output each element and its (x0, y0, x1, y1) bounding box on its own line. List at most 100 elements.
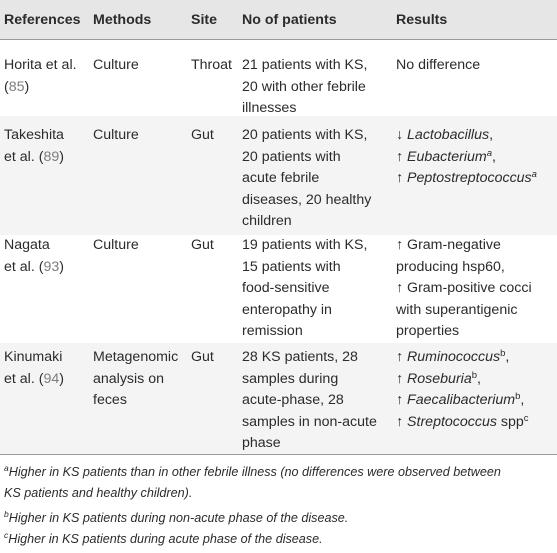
results-cell: ↑ Gram-negative producing hsp60, ↑ Gram-… (396, 235, 532, 343)
patients-line: phase (242, 435, 281, 451)
reference-cell: Horita et al. (85) (4, 57, 77, 95)
patients-line: 19 patients with KS, (242, 237, 368, 253)
site-text: Throat (191, 57, 233, 73)
patients-line: acute-phase, 28 (242, 392, 344, 408)
header-results: Results (396, 12, 448, 28)
result-line: ↑ Gram-negative (396, 237, 501, 253)
method-cell: Culture (93, 235, 139, 257)
arrow-up-icon: ↑ (396, 392, 404, 408)
taxon-name: Peptostreptococcus (407, 170, 532, 186)
method-cell: Culture (93, 55, 139, 77)
taxon-name: Roseburia (407, 370, 472, 387)
author-text: Takeshita (4, 127, 64, 143)
footnote-marker: b (471, 369, 478, 381)
results-cell: ↓ Lactobacillus, ↑ Eubacteriuma, ↑ Pepto… (396, 125, 537, 190)
patients-cell: 21 patients with KS, 20 with other febri… (242, 55, 367, 120)
site-cell: Gut (191, 235, 214, 257)
result-line: No difference (396, 57, 481, 73)
result-tail: spp (496, 413, 524, 430)
citation-link[interactable]: 85 (8, 78, 25, 95)
citation-link[interactable]: 89 (43, 148, 60, 165)
reference-cell: Takeshita et al. (89) (4, 127, 64, 165)
result-line: producing hsp60, (396, 258, 505, 275)
footnote-c: cHigher in KS patients during acute phas… (4, 529, 554, 550)
reference-cell: Nagata et al. (93) (4, 237, 64, 275)
header-site: Site (191, 12, 218, 28)
taxon-name: Ruminococcus (407, 349, 501, 365)
table-bottom-rule (0, 454, 557, 455)
result-line: ↑ Peptostreptococcusa (396, 168, 537, 190)
patients-line: 20 patients with (242, 148, 341, 165)
patients-line: acute febrile (242, 170, 320, 186)
arrow-up-icon: ↑ (396, 170, 404, 186)
site-text: Gut (191, 127, 214, 143)
reference-cell: Kinumaki et al. (94) (4, 349, 64, 387)
method-text: Culture (93, 57, 139, 73)
footnote-marker: b (515, 391, 521, 402)
method-text: Culture (93, 127, 139, 143)
footnote-text: Higher in KS patients during non-acute p… (8, 511, 349, 525)
result-tail: , (477, 370, 481, 387)
author-text: Kinumaki (4, 349, 63, 365)
footnote-b: bHigher in KS patients during non-acute … (4, 508, 554, 529)
site-cell: Throat (191, 55, 232, 77)
patients-line: 21 patients with KS, (242, 57, 368, 73)
arrow-up-icon: ↑ (396, 413, 404, 430)
footnote-marker: a (4, 463, 9, 473)
header-references: References (4, 12, 81, 28)
patients-cell: 19 patients with KS, 15 patients with fo… (242, 235, 367, 343)
result-line: with superantigenic (396, 301, 518, 318)
method-cell: Culture (93, 125, 139, 147)
header-patients: No of patients (242, 12, 337, 28)
site-text: Gut (191, 349, 214, 365)
patients-line: 20 with other febrile (242, 78, 366, 95)
result-tail: , (489, 127, 494, 143)
arrow-down-icon: ↓ (396, 127, 404, 143)
method-cell: Metagenomic analysis on feces (93, 347, 178, 412)
author-text: Nagata (4, 237, 50, 253)
result-line: ↑ Ruminococcusb, (396, 347, 529, 369)
patients-line: food-sensitive (242, 280, 330, 296)
taxon-name: Lactobacillus (407, 127, 490, 143)
patients-line: illnesses (242, 100, 297, 116)
taxon-name: Eubacterium (407, 148, 487, 165)
footnote-marker: c (4, 530, 9, 540)
site-cell: Gut (191, 347, 214, 369)
author-text: Horita et al. (4, 57, 77, 73)
patients-line: 20 patients with KS, (242, 127, 368, 143)
patients-line: enteropathy in (242, 301, 332, 318)
author-text: et al. (4, 258, 35, 275)
patients-line: 15 patients with (242, 258, 341, 275)
footnote-text: KS patients and healthy children). (4, 486, 193, 500)
footnote-text: Higher in KS patients during acute phase… (8, 532, 323, 546)
footnote-a: aHigher in KS patients than in other feb… (4, 462, 554, 504)
result-line: properties (396, 323, 460, 339)
result-line: ↓ Lactobacillus, (396, 125, 537, 147)
patients-line: diseases, 20 healthy (242, 191, 372, 208)
table-row: Kinumaki et al. (94) Metagenomic analysi… (0, 343, 557, 454)
table-row: Nagata et al. (93) Culture Gut 19 patien… (0, 235, 557, 343)
taxon-name: Faecalibacterium (407, 392, 516, 408)
patients-cell: 20 patients with KS, 20 patients with ac… (242, 125, 371, 233)
patients-line: children (242, 213, 292, 229)
site-text: Gut (191, 237, 214, 253)
taxon-name: Streptococcus (407, 413, 497, 430)
patients-line: samples in non-acute (242, 413, 377, 430)
patients-line: samples during (242, 370, 339, 387)
footnote-text: Higher in KS patients than in other febr… (8, 465, 501, 479)
method-text: analysis on (93, 370, 164, 387)
footnote-marker: c (523, 412, 529, 424)
patients-line: 28 KS patients, 28 (242, 349, 358, 365)
result-tail: , (492, 148, 496, 165)
results-cell: No difference (396, 55, 480, 77)
patients-cell: 28 KS patients, 28 samples during acute-… (242, 347, 377, 455)
result-line: ↑ Streptococcus sppc (396, 412, 529, 434)
footnote-marker: b (4, 509, 9, 519)
result-line: ↑ Roseburiab, (396, 369, 529, 391)
citation-link[interactable]: 93 (43, 258, 60, 275)
author-text: et al. (4, 370, 35, 387)
method-text: Metagenomic (93, 349, 179, 365)
citation-link[interactable]: 94 (43, 370, 60, 387)
arrow-up-icon: ↑ (396, 148, 404, 165)
header-methods: Methods (93, 12, 152, 28)
